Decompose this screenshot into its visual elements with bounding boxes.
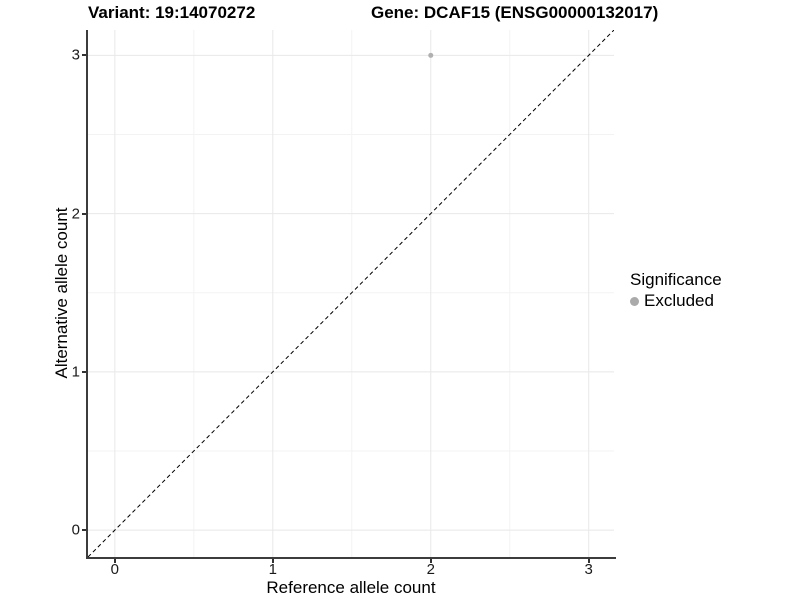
plot-panel [88,30,614,557]
y-tick-mark [82,370,86,373]
x-tick-mark [587,559,590,563]
x-axis-title: Reference allele count [266,578,436,597]
legend-title: Significance [630,270,722,289]
x-tick-mark [113,559,116,563]
y-tick-label: 2 [71,205,80,223]
panel-canvas [88,30,614,557]
variant-title: Variant: 19:14070272 [88,3,256,22]
y-tick-mark [82,212,86,215]
x-tick-mark [429,559,432,563]
x-tick-label: 3 [584,561,593,578]
x-tick-label: 2 [426,561,435,578]
y-tick-mark [82,54,86,57]
y-tick-label: 3 [71,46,80,64]
y-axis-line [86,30,88,559]
y-tick-label: 0 [71,521,80,539]
legend: Significance Excluded [630,270,722,311]
excluded-point-icon [630,296,639,306]
x-tick-mark [271,559,274,563]
y-axis-title: Alternative allele count [52,207,71,379]
legend-item-excluded: Excluded [630,291,722,311]
identity-line [88,30,614,557]
legend-item-label: Excluded [644,291,714,310]
x-tick-label: 1 [268,561,277,578]
x-axis-line [86,557,616,559]
x-tick-label: 0 [110,561,120,578]
y-tick-label: 1 [71,363,80,381]
gene-title: Gene: DCAF15 (ENSG00000132017) [371,3,659,22]
y-tick-mark [82,529,86,532]
data-point [428,52,434,58]
